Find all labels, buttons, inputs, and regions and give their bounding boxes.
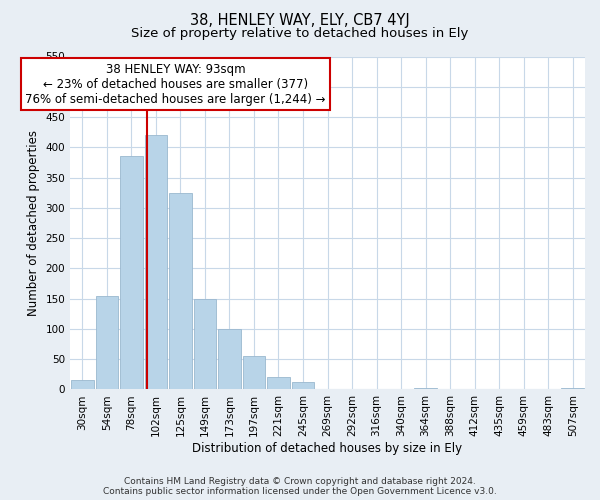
Bar <box>71 380 94 390</box>
Text: 38, HENLEY WAY, ELY, CB7 4YJ: 38, HENLEY WAY, ELY, CB7 4YJ <box>190 12 410 28</box>
Text: Contains HM Land Registry data © Crown copyright and database right 2024.
Contai: Contains HM Land Registry data © Crown c… <box>103 476 497 496</box>
X-axis label: Distribution of detached houses by size in Ely: Distribution of detached houses by size … <box>193 442 463 455</box>
Bar <box>194 298 216 390</box>
Bar <box>415 388 437 390</box>
Bar <box>169 192 191 390</box>
Bar <box>267 378 290 390</box>
Text: 38 HENLEY WAY: 93sqm
← 23% of detached houses are smaller (377)
76% of semi-deta: 38 HENLEY WAY: 93sqm ← 23% of detached h… <box>25 62 326 106</box>
Y-axis label: Number of detached properties: Number of detached properties <box>27 130 40 316</box>
Bar <box>120 156 143 390</box>
Text: Size of property relative to detached houses in Ely: Size of property relative to detached ho… <box>131 28 469 40</box>
Bar <box>292 382 314 390</box>
Bar <box>95 296 118 390</box>
Bar <box>242 356 265 390</box>
Bar <box>145 135 167 390</box>
Bar <box>218 329 241 390</box>
Bar <box>562 388 584 390</box>
